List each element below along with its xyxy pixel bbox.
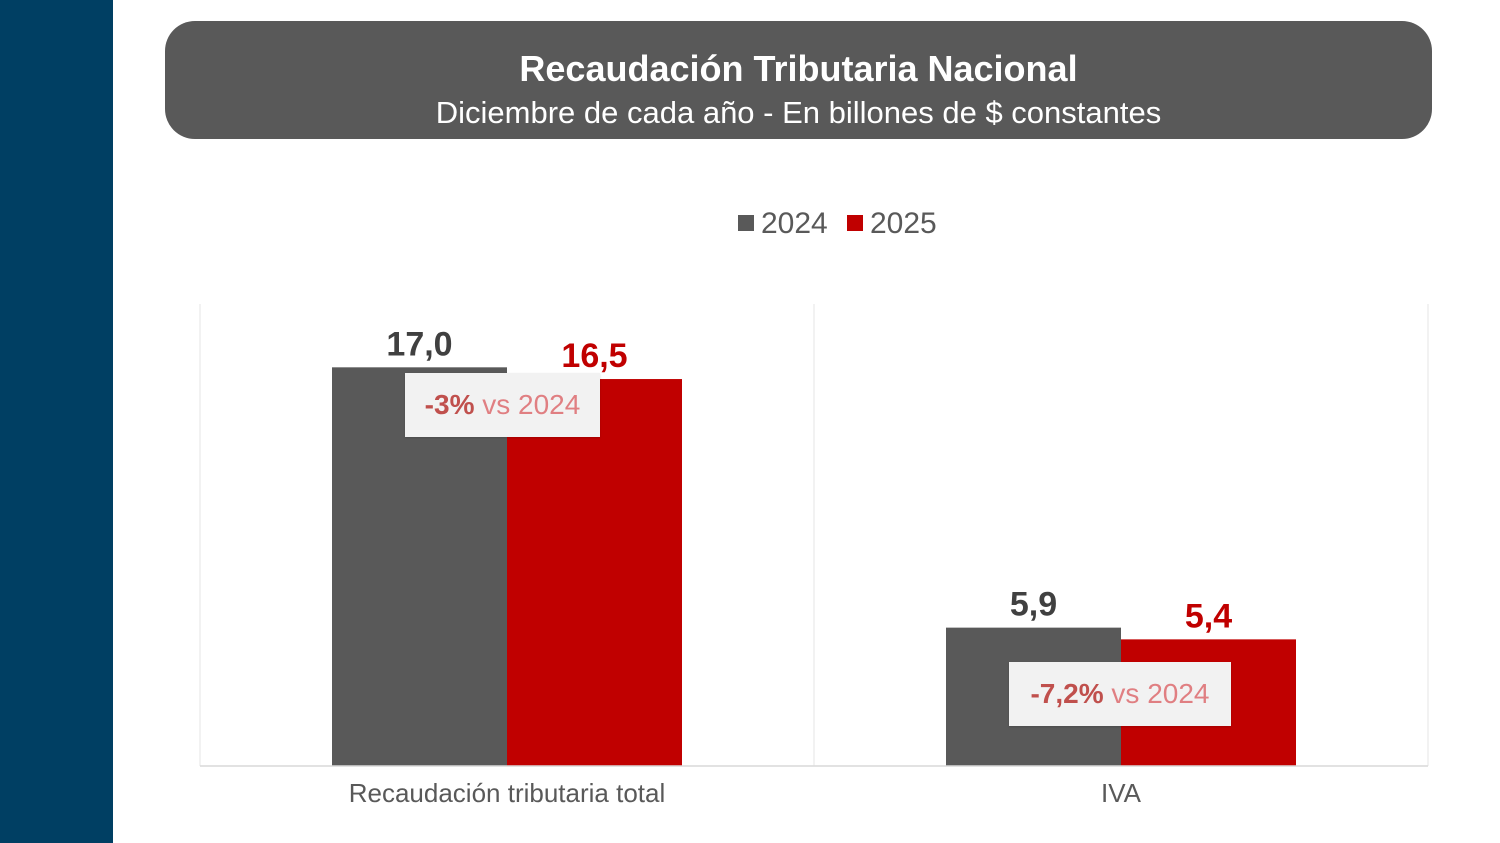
- legend-item-2024: 2024: [738, 205, 828, 243]
- callout-iva-text: vs 2024: [1103, 678, 1210, 709]
- sidebar-band: [0, 0, 113, 843]
- chart-subtitle: Diciembre de cada año - En billones de $…: [435, 95, 1162, 130]
- legend-swatch-2024: [738, 215, 754, 231]
- legend-item-2025: 2025: [847, 205, 937, 243]
- data-label-2024-total: 17,0: [386, 325, 452, 363]
- callout-total-text: vs 2024: [474, 389, 581, 420]
- data-label-2025-iva: 5,4: [1185, 597, 1232, 635]
- x-tick-label: Recaudación tributaria total: [349, 778, 666, 808]
- callout-total: -3% vs 2024: [405, 373, 600, 437]
- chart-header: Recaudación Tributaria Nacional Diciembr…: [165, 21, 1432, 139]
- callout-total-pct: -3%: [424, 389, 475, 420]
- legend-label-2025: 2025: [870, 207, 937, 240]
- chart-title: Recaudación Tributaria Nacional: [519, 48, 1078, 89]
- legend-label-2024: 2024: [761, 207, 828, 240]
- legend-swatch-2025: [847, 215, 863, 231]
- x-tick-label: IVA: [1101, 778, 1142, 808]
- data-label-2024-iva: 5,9: [1010, 586, 1057, 624]
- callout-iva: -7,2% vs 2024: [1009, 662, 1231, 726]
- bar-2025-total: [507, 379, 682, 766]
- data-label-2025-total: 16,5: [561, 337, 627, 375]
- callout-iva-pct: -7,2%: [1030, 678, 1104, 709]
